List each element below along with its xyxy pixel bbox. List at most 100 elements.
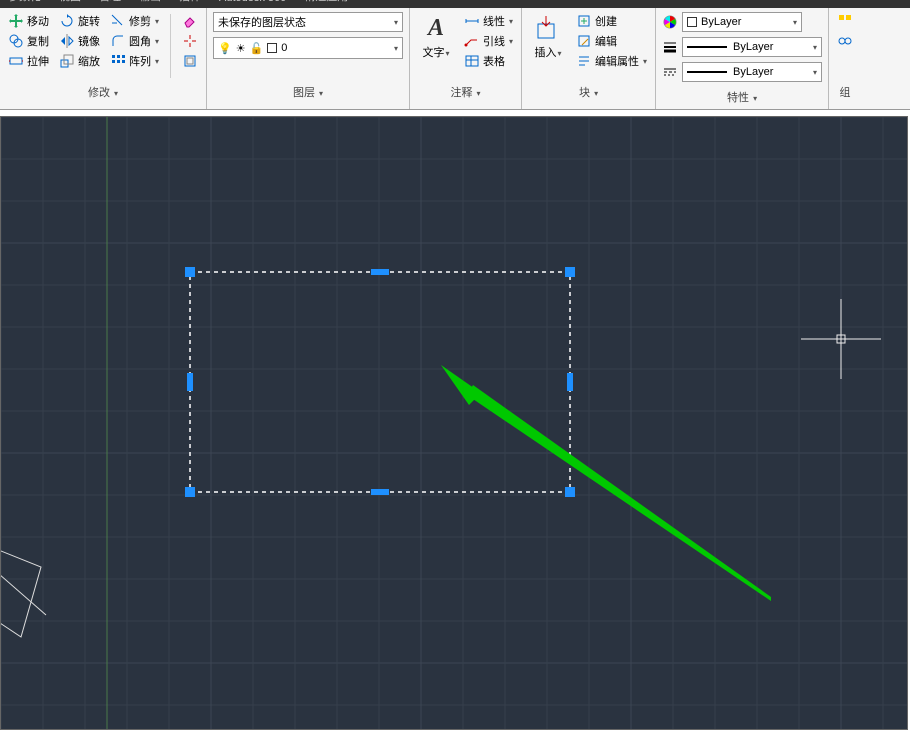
panel-annotation: A 文字▾ 线性▾ 引线▾ 表格 注释 ▾ <box>410 8 522 109</box>
linetype-icon[interactable] <box>662 64 678 80</box>
tool-b-button[interactable] <box>180 32 200 50</box>
extra-a-button[interactable] <box>835 12 855 30</box>
grip-corner[interactable] <box>185 487 195 497</box>
offset-icon <box>182 53 198 69</box>
menu-item[interactable]: Autodesk 360 <box>219 0 286 4</box>
label: 镜像 <box>78 33 100 49</box>
menu-item[interactable]: 输出 <box>139 0 161 4</box>
grip-mid[interactable] <box>567 373 573 391</box>
color-wheel-icon[interactable] <box>662 14 678 30</box>
menu-item[interactable]: 视图 <box>59 0 81 4</box>
label: 文字 <box>423 47 445 59</box>
color-combo[interactable]: ByLayer▾ <box>682 12 802 32</box>
move-button[interactable]: 移动 <box>6 12 51 30</box>
menu-item[interactable]: 插件 <box>179 0 201 4</box>
menu-item[interactable]: 管理 <box>99 0 121 4</box>
panel-layers: 未保存的图层状态 ▾ 💡 ☀ 🔓 0 ▾ 图层 ▾ <box>207 8 410 109</box>
panel-properties: ByLayer▾ ByLayer▾ ByLayer▾ 特性 ▾ <box>656 8 829 109</box>
create-block-button[interactable]: 创建 <box>574 12 649 30</box>
scale-icon <box>59 53 75 69</box>
canvas-frame <box>0 116 908 730</box>
label: 创建 <box>595 13 617 29</box>
grip-mid[interactable] <box>187 373 193 391</box>
label: 移动 <box>27 13 49 29</box>
canvas-svg <box>1 117 908 730</box>
label: 引线 <box>483 33 505 49</box>
annotation-arrow <box>467 385 771 601</box>
leader-icon <box>464 33 480 49</box>
label: 修剪 <box>129 13 151 29</box>
color-swatch <box>687 17 697 27</box>
label: 旋转 <box>78 13 100 29</box>
leader-button[interactable]: 引线▾ <box>462 32 515 50</box>
lineweight-combo[interactable]: ByLayer▾ <box>682 37 822 57</box>
scale-button[interactable]: 缩放 <box>57 52 102 70</box>
label: 缩放 <box>78 53 100 69</box>
panel-extra: 组 <box>829 8 857 109</box>
edit-block-button[interactable]: 编辑 <box>574 32 649 50</box>
grip-corner[interactable] <box>185 267 195 277</box>
chevron-down-icon: ▾ <box>394 18 398 27</box>
tool-c-button[interactable] <box>180 52 200 70</box>
chevron-down-icon: ▾ <box>394 44 398 53</box>
grip-corner[interactable] <box>565 267 575 277</box>
copy-icon <box>8 33 24 49</box>
grid <box>1 117 908 730</box>
grip-mid[interactable] <box>371 489 389 495</box>
label: 编辑 <box>595 33 617 49</box>
menu-item[interactable]: 精选应用 <box>304 0 348 4</box>
menubar: 参数化 视图 管理 输出 插件 Autodesk 360 精选应用 <box>0 0 910 8</box>
label: 线性 <box>483 13 505 29</box>
text-button[interactable]: A 文字▾ <box>416 12 456 62</box>
label: 插入 <box>535 47 557 59</box>
text-icon: A <box>422 14 450 42</box>
linear-button[interactable]: 线性▾ <box>462 12 515 30</box>
stretch-button[interactable]: 拉伸 <box>6 52 51 70</box>
fillet-icon <box>110 33 126 49</box>
label: 复制 <box>27 33 49 49</box>
tool-a-button[interactable] <box>180 12 200 30</box>
panel-title: 块 ▾ <box>528 82 649 102</box>
linetype-combo[interactable]: ByLayer▾ <box>682 62 822 82</box>
panel-title: 组 <box>835 82 855 102</box>
insert-icon <box>534 14 562 42</box>
menu-item[interactable]: 参数化 <box>8 0 41 4</box>
crosshair-cursor <box>801 299 881 379</box>
ungroup-icon <box>837 33 853 49</box>
panel-title: 修改 ▾ <box>6 82 200 102</box>
fillet-button[interactable]: 圆角▾ <box>108 32 161 50</box>
annotation-arrowhead <box>441 365 481 405</box>
panel-title: 图层 ▾ <box>213 82 403 102</box>
table-button[interactable]: 表格 <box>462 52 515 70</box>
panel-title: 特性 ▾ <box>662 87 822 107</box>
layer-current-combo[interactable]: 💡 ☀ 🔓 0 ▾ <box>213 37 403 59</box>
create-icon <box>576 13 592 29</box>
panel-block: 插入▾ 创建 编辑 编辑属性▾ 块 ▾ <box>522 8 656 109</box>
drawing-canvas[interactable] <box>1 117 907 729</box>
label: 表格 <box>483 53 505 69</box>
copy-button[interactable]: 复制 <box>6 32 51 50</box>
group-icon <box>837 13 853 29</box>
sun-icon: ☀ <box>236 42 246 55</box>
label: ByLayer <box>733 66 773 78</box>
edit-icon <box>576 33 592 49</box>
geometry[interactable] <box>1 547 46 637</box>
array-button[interactable]: 阵列▾ <box>108 52 161 70</box>
label: 拉伸 <box>27 53 49 69</box>
rotate-icon <box>59 13 75 29</box>
layer-state-combo[interactable]: 未保存的图层状态 ▾ <box>213 12 403 32</box>
linear-icon <box>464 13 480 29</box>
trim-button[interactable]: 修剪▾ <box>108 12 161 30</box>
attr-icon <box>576 53 592 69</box>
insert-button[interactable]: 插入▾ <box>528 12 568 62</box>
grip-mid[interactable] <box>371 269 389 275</box>
grip-corner[interactable] <box>565 487 575 497</box>
chevron-down-icon: ▾ <box>155 57 159 66</box>
trim-icon <box>110 13 126 29</box>
lineweight-icon[interactable] <box>662 39 678 55</box>
rotate-button[interactable]: 旋转 <box>57 12 102 30</box>
edit-attr-button[interactable]: 编辑属性▾ <box>574 52 649 70</box>
selected-rectangle[interactable] <box>190 272 570 492</box>
mirror-button[interactable]: 镜像 <box>57 32 102 50</box>
extra-b-button[interactable] <box>835 32 855 50</box>
